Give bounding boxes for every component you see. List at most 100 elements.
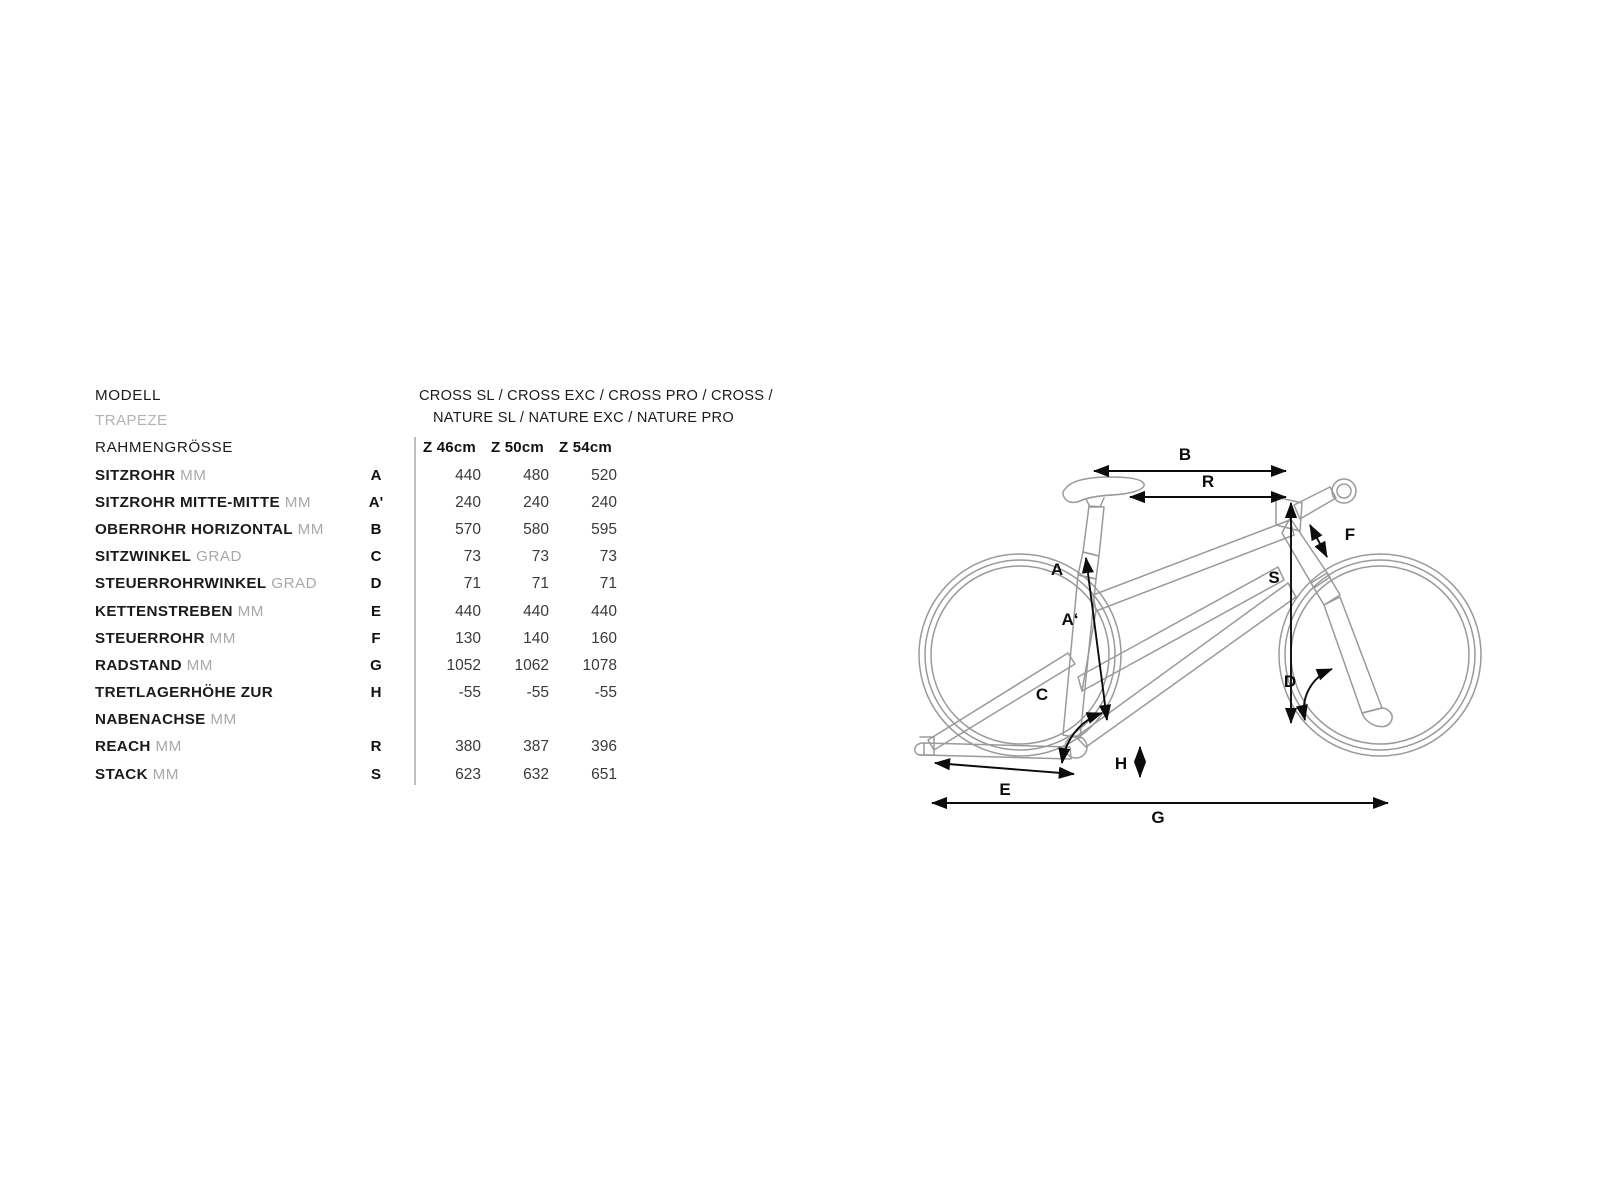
row-label: SITZROHR MITTE-MITTE MM (95, 494, 345, 511)
row-label: SITZWINKEL GRAD (95, 548, 345, 565)
fork (1310, 572, 1393, 728)
row-unit: MM (232, 602, 264, 620)
row-label: KETTENSTREBEN MM (95, 603, 345, 620)
trapeze-lower-tube (1077, 566, 1285, 692)
row-label: STEUERROHRWINKEL GRAD (95, 575, 345, 592)
row-values: 1052 1062 1078 (419, 657, 644, 675)
row-label-text: SITZROHR (95, 466, 176, 484)
row-unit: MM (181, 656, 213, 674)
table-row: NABENACHSE MM (95, 711, 655, 738)
row-symbol: S (370, 765, 381, 783)
row-value: 396 (591, 738, 617, 756)
row-unit: GRAD (191, 548, 242, 566)
top-tube (1092, 519, 1295, 612)
table-row: OBERROHR HORIZONTAL MM B 570 580 595 (95, 521, 655, 548)
table-row: SITZROHR MITTE-MITTE MM A' 240 240 240 (95, 494, 655, 521)
table-row: STEUERROHRWINKEL GRAD D 71 71 71 (95, 575, 655, 602)
row-value: 240 (523, 493, 549, 511)
row-value: 71 (599, 575, 617, 593)
row-symbol: H (370, 684, 382, 702)
row-unit: MM (175, 466, 207, 484)
row-symbol: F (371, 629, 381, 647)
row-values: 440 440 440 (419, 603, 644, 621)
size-header-2: Z 54cm (559, 439, 612, 457)
row-value: 440 (455, 466, 481, 484)
bicycle-geometry-diagram: B R S A A‘ F C D E G H (890, 425, 1530, 825)
row-label-text: STACK (95, 765, 148, 783)
table-row: SITZWINKEL GRAD C 73 73 73 (95, 548, 655, 575)
seat-stay (927, 652, 1076, 751)
table-row-frame-type: TRAPEZE (95, 412, 655, 439)
handlebar (1331, 478, 1357, 504)
row-values: 130 140 160 (419, 630, 644, 648)
dimension-label-a-prime: A‘ (1062, 610, 1079, 629)
row-value: 160 (591, 629, 617, 647)
row-label-text: RADSTAND (95, 656, 182, 674)
row-unit: MM (280, 493, 312, 511)
row-value: 440 (523, 602, 549, 620)
row-symbol: D (370, 575, 382, 593)
saddle (1062, 476, 1145, 508)
row-value: 520 (591, 466, 617, 484)
seat-post (1077, 505, 1105, 580)
row-value: 632 (523, 765, 549, 783)
dimension-label-b: B (1179, 445, 1191, 464)
row-values: -55 -55 -55 (419, 684, 644, 702)
table-row: STEUERROHR MM F 130 140 160 (95, 630, 655, 657)
dimension-label-a: A (1051, 560, 1063, 579)
dimension-arc-d (1295, 668, 1333, 722)
row-value: 595 (591, 520, 617, 538)
row-label-text: STEUERROHR (95, 629, 205, 647)
table-row: REACH MM R 380 387 396 (95, 738, 655, 765)
table-column-divider (414, 437, 416, 785)
row-value: -55 (594, 684, 617, 702)
size-header-1: Z 50cm (491, 439, 544, 457)
row-label-text: SITZROHR MITTE-MITTE (95, 493, 281, 511)
row-label: REACH MM (95, 738, 345, 755)
row-symbol: G (370, 656, 382, 674)
dimension-label-e: E (999, 780, 1010, 799)
rear-wheel (918, 553, 1122, 757)
row-label: STACK MM (95, 766, 345, 783)
dimension-labels: B R S A A‘ F C D E G H (999, 445, 1355, 825)
row-label-text: OBERROHR HORIZONTAL (95, 520, 293, 538)
frame-size-label: RAHMENGRÖSSE (95, 439, 233, 457)
row-label-text: NABENACHSE (95, 711, 206, 729)
row-symbol: A (370, 466, 382, 484)
row-value: 73 (531, 548, 549, 566)
dimension-lines (930, 464, 1389, 810)
dimension-line-e (933, 758, 1075, 779)
row-unit: MM (205, 711, 237, 729)
row-value: 1052 (446, 656, 481, 674)
row-label: NABENACHSE MM (95, 711, 345, 728)
row-label-text: REACH (95, 738, 151, 756)
dimension-arc-c (1058, 712, 1103, 765)
row-value: 623 (455, 765, 481, 783)
table-row: TRETLAGERHÖHE ZUR H -55 -55 -55 (95, 684, 655, 711)
size-header-values: Z 46cm Z 50cm Z 54cm (419, 439, 644, 456)
row-value: 440 (591, 602, 617, 620)
table-row: RADSTAND MM G 1052 1062 1078 (95, 657, 655, 684)
size-header-0: Z 46cm (423, 439, 476, 457)
row-values: 380 387 396 (419, 738, 644, 756)
row-value: 73 (463, 548, 481, 566)
row-value: 440 (455, 602, 481, 620)
row-values: 570 580 595 (419, 521, 644, 539)
row-label: RADSTAND MM (95, 657, 345, 674)
row-unit: MM (204, 629, 236, 647)
stem (1275, 486, 1337, 532)
row-label-text: KETTENSTREBEN (95, 602, 233, 620)
row-value: 651 (591, 765, 617, 783)
row-values: 73 73 73 (419, 548, 644, 566)
row-label: SITZROHR MM (95, 467, 345, 484)
row-symbol: E (370, 602, 381, 620)
row-value: 130 (455, 629, 481, 647)
row-symbol: B (370, 520, 382, 538)
row-symbol: R (370, 738, 382, 756)
dimension-label-s: S (1268, 568, 1279, 587)
dimension-label-g: G (1151, 808, 1164, 825)
frame-type-label: TRAPEZE (95, 412, 168, 430)
dimension-label-c: C (1036, 685, 1048, 704)
row-value: 240 (591, 493, 617, 511)
